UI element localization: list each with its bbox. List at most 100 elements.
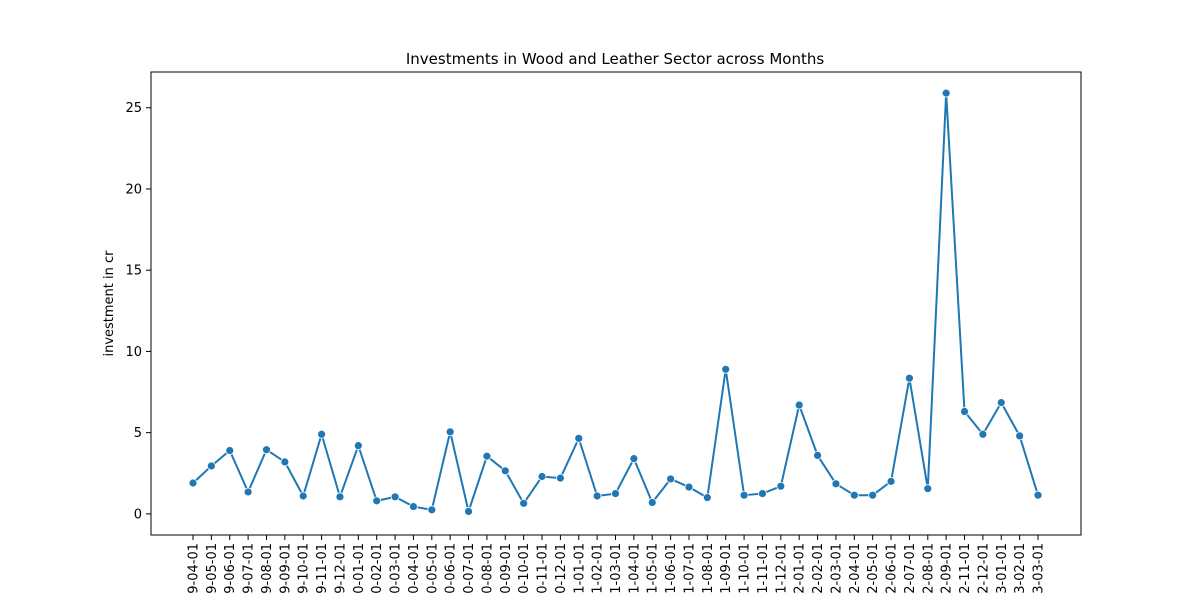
x-tick-label: 9-05-01 (205, 543, 220, 594)
x-tick-label: 2-12-01 (976, 543, 991, 594)
data-point (574, 433, 584, 443)
x-tick-label: 3-03-01 (1032, 543, 1047, 594)
data-point (849, 490, 859, 500)
y-tick-label: 10 (125, 345, 142, 360)
data-point (353, 441, 363, 451)
data-point (537, 472, 547, 481)
data-point (243, 487, 253, 497)
x-tick-label: 1-02-01 (591, 543, 606, 594)
data-point (206, 461, 216, 471)
x-tick-label: 9-08-01 (260, 543, 275, 594)
x-tick-label: 0-02-01 (370, 543, 385, 594)
data-point (298, 491, 308, 501)
data-point (629, 454, 639, 464)
data-point (445, 427, 455, 437)
data-point (941, 88, 951, 98)
data-point (1015, 431, 1025, 441)
y-tick-label: 5 (134, 426, 142, 441)
x-tick-label: 0-12-01 (554, 543, 569, 594)
data-point (188, 478, 198, 488)
x-tick-label: 3-01-01 (995, 543, 1010, 594)
data-point (868, 490, 878, 500)
x-axis: 9-04-01 9-05-01 9-06-01 9-07-01 9-08-01 9-09-… (187, 535, 1047, 594)
data-point (555, 473, 565, 483)
x-tick-label: 3-02-01 (1013, 543, 1028, 594)
y-tick-label: 25 (125, 101, 142, 116)
x-tick-label: 1-12-01 (774, 543, 789, 594)
data-point (1033, 490, 1043, 500)
x-tick-label: 2-07-01 (903, 543, 918, 594)
x-tick-label: 2-06-01 (885, 543, 900, 594)
data-point (280, 457, 290, 467)
x-tick-label: 1-09-01 (719, 543, 734, 594)
data-point (372, 496, 382, 506)
data-point (409, 502, 418, 511)
data-point (317, 429, 326, 439)
data-point (482, 451, 492, 461)
x-tick-label: 2-11-01 (958, 543, 973, 594)
data-point (813, 450, 822, 460)
x-tick-label: 1-01-01 (572, 543, 587, 594)
x-tick-label: 2-05-01 (866, 543, 881, 594)
x-tick-label: 9-12-01 (333, 543, 348, 594)
data-point (464, 507, 473, 516)
x-tick-label: 2-04-01 (848, 543, 863, 594)
x-tick-label: 2-01-01 (793, 543, 808, 594)
x-tick-label: 0-10-01 (517, 543, 532, 594)
x-tick-label: 1-03-01 (609, 543, 624, 594)
x-tick-label: 1-07-01 (682, 543, 697, 594)
x-tick-label: 0-07-01 (462, 543, 477, 594)
data-point (390, 492, 400, 502)
data-point (592, 491, 602, 501)
x-tick-label: 1-10-01 (738, 543, 753, 594)
x-tick-label: 0-09-01 (499, 543, 514, 594)
x-tick-label: 1-08-01 (701, 543, 716, 594)
data-point (739, 490, 749, 500)
x-tick-label: 9-10-01 (297, 543, 312, 594)
x-tick-label: 1-06-01 (664, 543, 679, 594)
data-point (335, 492, 345, 502)
y-axis-label: investment in cr (102, 250, 117, 357)
data-point (702, 493, 712, 503)
data-point (996, 398, 1006, 407)
x-tick-label: 0-06-01 (444, 543, 459, 594)
data-point (886, 476, 896, 486)
x-tick-label: 0-11-01 (536, 543, 551, 594)
x-tick-label: 0-01-01 (352, 543, 367, 594)
data-point (647, 498, 657, 507)
data-point (262, 445, 271, 455)
x-tick-label: 9-06-01 (223, 543, 238, 594)
x-tick-label: 2-02-01 (811, 543, 826, 594)
x-tick-label: 2-03-01 (829, 543, 844, 594)
x-tick-label: 9-09-01 (278, 543, 293, 594)
y-tick-label: 0 (134, 507, 142, 522)
data-point (611, 489, 620, 498)
series-markers (188, 88, 1043, 516)
y-tick-label: 20 (125, 182, 142, 197)
data-point (978, 429, 988, 439)
x-tick-label: 1-11-01 (756, 543, 771, 594)
data-point (960, 407, 969, 416)
x-tick-label: 0-04-01 (407, 543, 422, 594)
x-tick-label: 0-08-01 (480, 543, 495, 594)
data-point (519, 498, 529, 508)
data-point (684, 482, 694, 492)
x-tick-label: 2-09-01 (940, 543, 955, 594)
chart-title: Investments in Wood and Leather Sector a… (406, 50, 824, 68)
data-point (666, 474, 676, 484)
y-tick-label: 15 (125, 264, 142, 279)
data-point (500, 466, 510, 476)
x-tick-label: 9-11-01 (315, 543, 330, 594)
x-tick-label: 2-08-01 (921, 543, 936, 594)
data-point (721, 364, 731, 374)
data-point (427, 505, 437, 515)
x-tick-label: 0-05-01 (425, 543, 440, 594)
x-tick-label: 9-04-01 (187, 543, 202, 594)
x-tick-label: 9-07-01 (242, 543, 257, 594)
data-point (794, 400, 804, 410)
data-point (905, 373, 914, 383)
x-tick-label: 0-03-01 (389, 543, 404, 594)
x-tick-label: 1-04-01 (627, 543, 642, 594)
x-tick-label: 1-05-01 (646, 543, 661, 594)
